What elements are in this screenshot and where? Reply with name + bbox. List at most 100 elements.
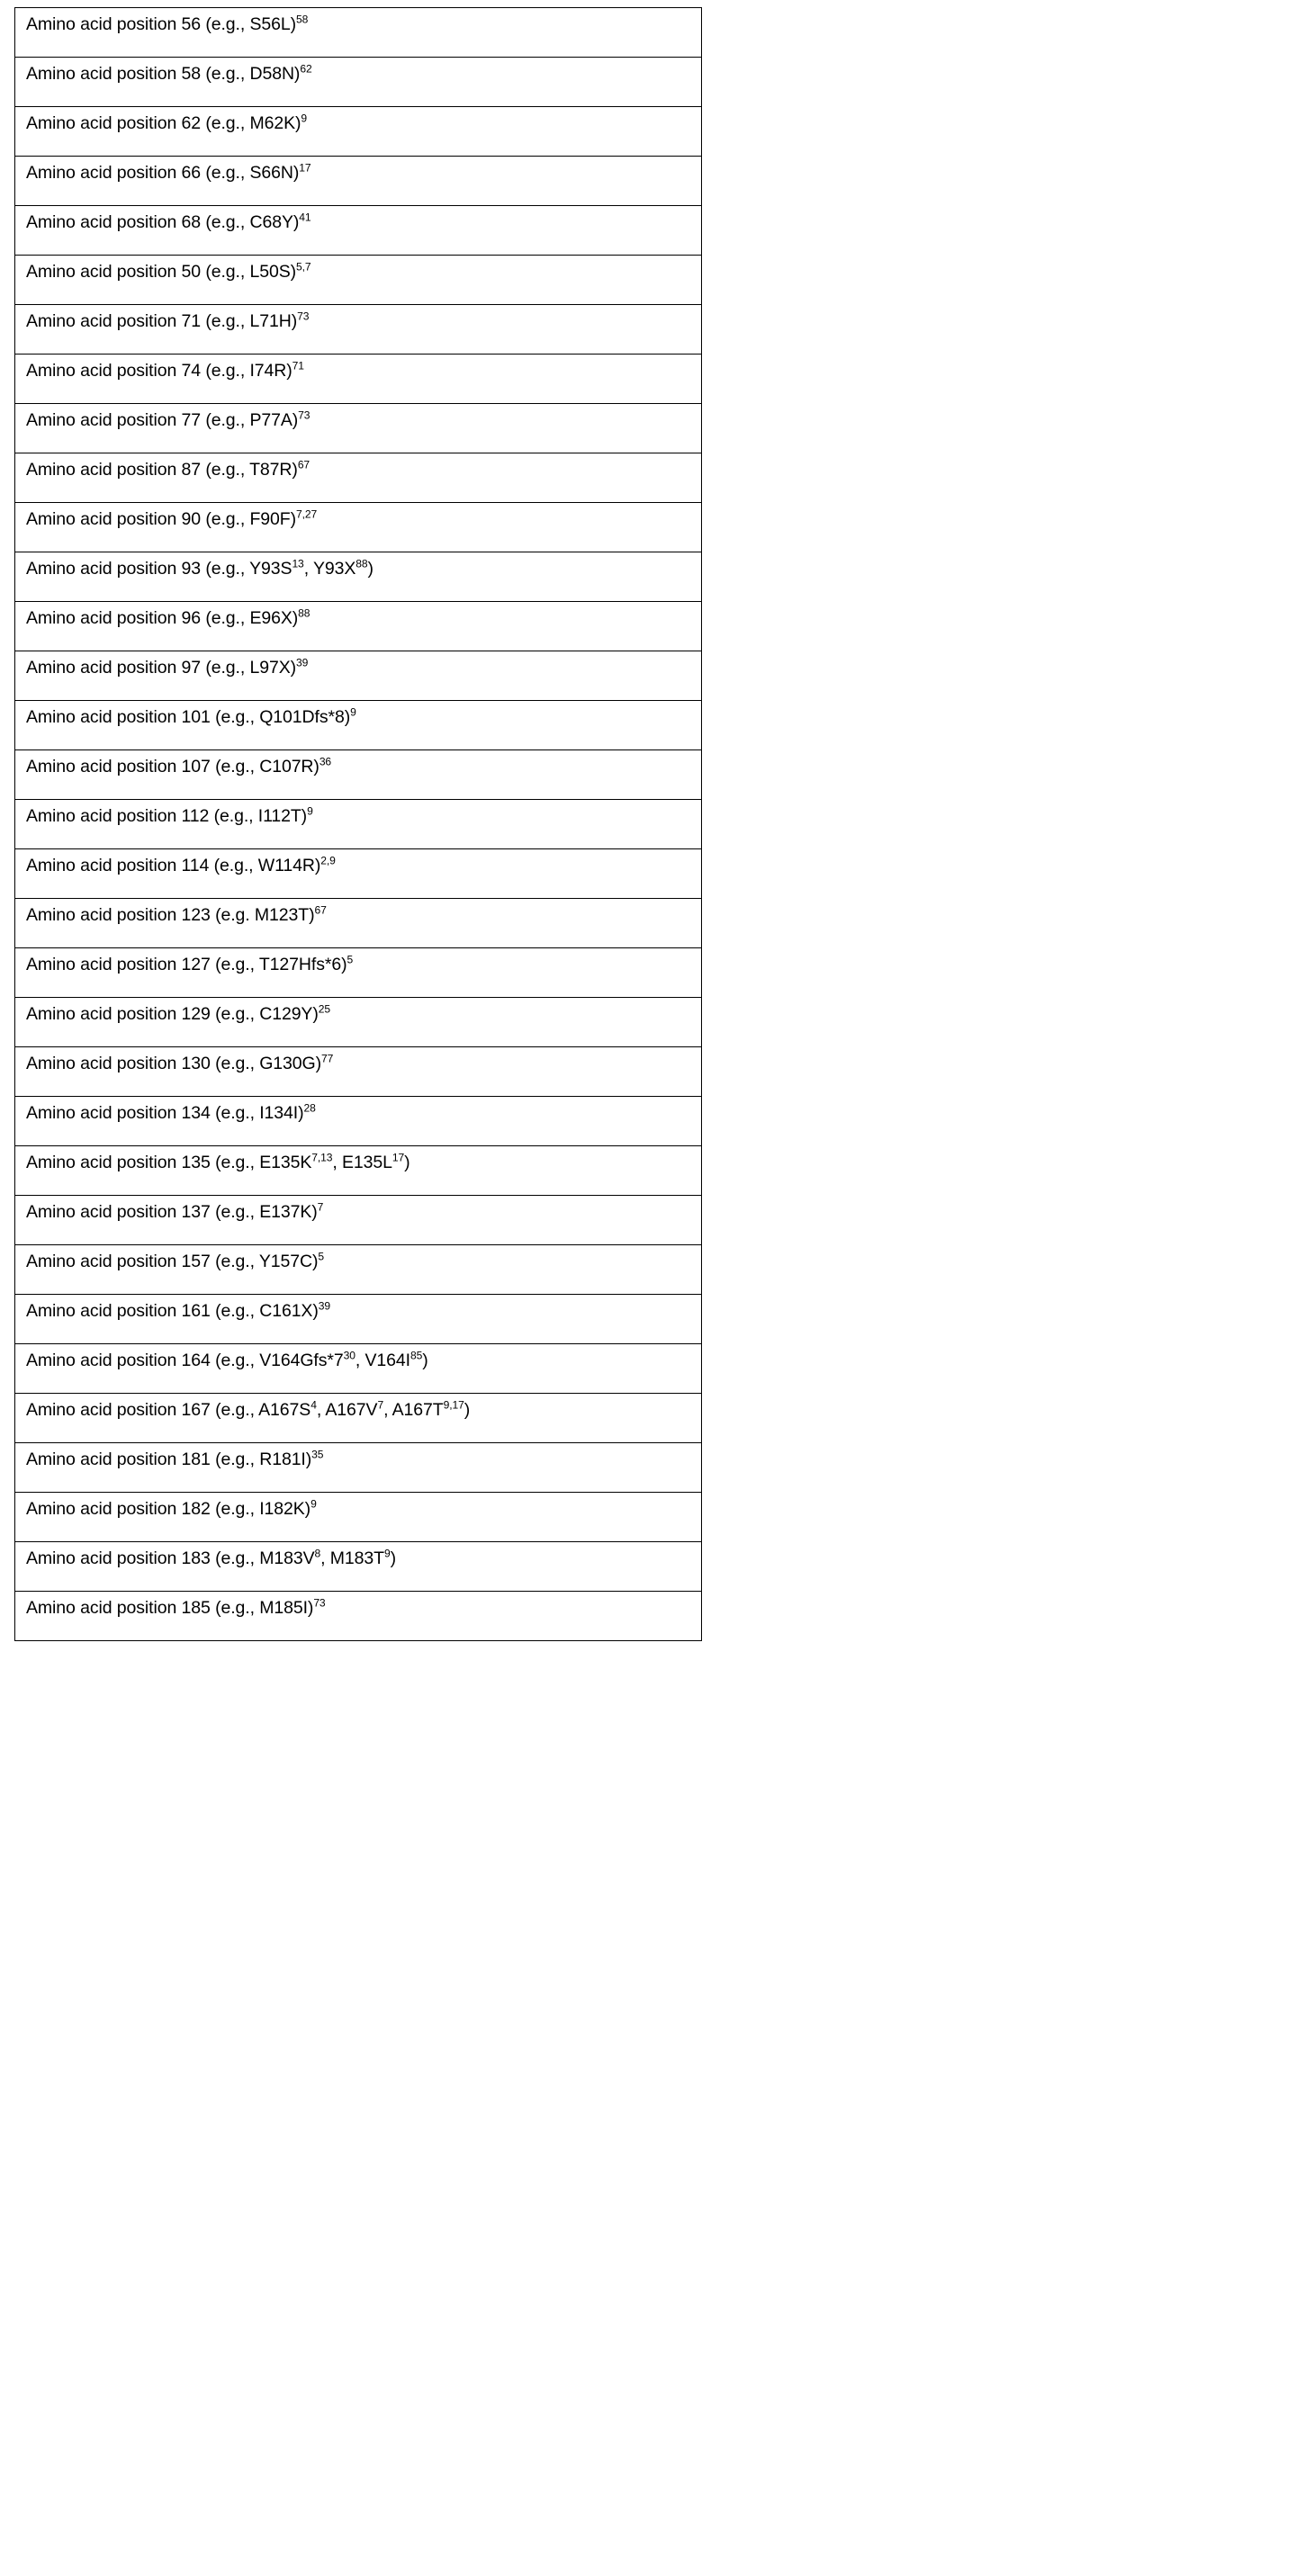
reference-superscript: 73: [297, 310, 310, 323]
reference-superscript: 9: [301, 112, 308, 125]
amino-acid-position-cell: Amino acid position 134 (e.g., I134I)28: [14, 1096, 702, 1146]
reference-superscript: 5: [346, 953, 354, 966]
amino-acid-position-cell: Amino acid position 68 (e.g., C68Y)41: [14, 205, 702, 256]
cell-text: Amino acid position 58 (e.g., D58N): [26, 64, 301, 84]
reference-superscript: 5: [318, 1250, 325, 1263]
cell-text: Amino acid position 164 (e.g., V164Gfs*7: [26, 1351, 344, 1370]
amino-acid-position-cell: Amino acid position 90 (e.g., F90F)7,27: [14, 502, 702, 552]
cell-text: Amino acid position 101 (e.g., Q101Dfs*8…: [26, 707, 351, 727]
table-row: Amino acid position 157 (e.g., Y157C)5: [14, 1244, 702, 1295]
cell-text: Amino acid position 90 (e.g., F90F): [26, 509, 296, 529]
reference-superscript: 2,9: [320, 854, 336, 867]
table-row: Amino acid position 135 (e.g., E135K7,13…: [14, 1145, 702, 1196]
table-row: Amino acid position 181 (e.g., R181I)35: [14, 1442, 702, 1493]
table-row: Amino acid position 101 (e.g., Q101Dfs*8…: [14, 700, 702, 750]
table-row: Amino acid position 164 (e.g., V164Gfs*7…: [14, 1343, 702, 1394]
reference-superscript: 17: [392, 1151, 405, 1164]
reference-superscript: 28: [303, 1101, 316, 1115]
amino-acid-position-cell: Amino acid position 71 (e.g., L71H)73: [14, 304, 702, 355]
amino-acid-position-cell: Amino acid position 56 (e.g., S56L)58: [14, 7, 702, 58]
cell-text: Amino acid position 137 (e.g., E137K): [26, 1202, 318, 1222]
table-row: Amino acid position 137 (e.g., E137K)7: [14, 1195, 702, 1245]
amino-acid-position-cell: Amino acid position 167 (e.g., A167S4 , A…: [14, 1393, 702, 1443]
table-row: Amino acid position 183 (e.g., M183V8, M…: [14, 1541, 702, 1592]
cell-text: Amino acid position 183 (e.g., M183V: [26, 1548, 315, 1568]
reference-superscript: 73: [313, 1596, 326, 1610]
reference-superscript: 88: [356, 557, 368, 570]
cell-text: Amino acid position 62 (e.g., M62K): [26, 113, 302, 133]
amino-acid-position-table: Amino acid position 56 (e.g., S56L)58 Ami…: [14, 7, 702, 1641]
amino-acid-position-cell: Amino acid position 97 (e.g., L97X)39: [14, 651, 702, 701]
amino-acid-position-cell: Amino acid position 130 (e.g., G130G)77: [14, 1046, 702, 1097]
cell-text: Amino acid position 157 (e.g., Y157C): [26, 1252, 319, 1271]
amino-acid-position-cell: Amino acid position 183 (e.g., M183V8, M…: [14, 1541, 702, 1592]
amino-acid-position-cell: Amino acid position 157 (e.g., Y157C)5: [14, 1244, 702, 1295]
table-row: Amino acid position 77 (e.g., P77A)73: [14, 403, 702, 453]
reference-superscript: 71: [292, 359, 304, 372]
reference-superscript: 9: [383, 1547, 391, 1560]
reference-superscript: 7,27: [295, 507, 318, 521]
cell-text: ): [404, 1153, 410, 1172]
reference-superscript: 41: [299, 211, 311, 224]
amino-acid-position-cell: Amino acid position 127 (e.g., T127Hfs*6…: [14, 947, 702, 998]
cell-text: Amino acid position 167 (e.g., A167S: [26, 1400, 311, 1420]
reference-superscript: 58: [296, 13, 309, 26]
reference-superscript: 88: [298, 606, 310, 620]
cell-text: Amino acid position 161 (e.g., C161X): [26, 1301, 319, 1321]
cell-text: Amino acid position 181 (e.g., R181I): [26, 1450, 312, 1469]
table-row: Amino acid position 97 (e.g., L97X)39: [14, 651, 702, 701]
amino-acid-position-cell: Amino acid position 77 (e.g., P77A)73: [14, 403, 702, 453]
table-row: Amino acid position 112 (e.g., I112T)9: [14, 799, 702, 849]
amino-acid-position-cell: Amino acid position 93 (e.g., Y93S13, Y9…: [14, 552, 702, 602]
amino-acid-position-cell: Amino acid position 114 (e.g., W114R)2,9: [14, 848, 702, 899]
table-row: Amino acid position 96 (e.g., E96X)88: [14, 601, 702, 651]
reference-superscript: 62: [300, 62, 312, 76]
table-row: Amino acid position 134 (e.g., I134I)28: [14, 1096, 702, 1146]
table-row: Amino acid position 127 (e.g., T127Hfs*6…: [14, 947, 702, 998]
cell-text: ): [367, 559, 374, 579]
table-row: Amino acid position 90 (e.g., F90F)7,27: [14, 502, 702, 552]
cell-text: Amino acid position 182 (e.g., I182K): [26, 1499, 311, 1519]
cell-text: Amino acid position 185 (e.g., M185I): [26, 1598, 314, 1618]
table-row: Amino acid position 130 (e.g., G130G)77: [14, 1046, 702, 1097]
cell-text: Amino acid position 123 (e.g. M123T): [26, 905, 315, 925]
table-row: Amino acid position 87 (e.g., T87R)67: [14, 453, 702, 503]
reference-superscript: 13: [292, 557, 304, 570]
cell-text: Amino acid position 56 (e.g., S56L): [26, 14, 297, 34]
table-row: Amino acid position 50 (e.g., L50S)5,7: [14, 255, 702, 305]
amino-acid-position-cell: Amino acid position 112 (e.g., I112T)9: [14, 799, 702, 849]
cell-text: , Y93X: [303, 559, 356, 579]
reference-superscript: 9: [350, 705, 356, 719]
amino-acid-position-cell: Amino acid position 87 (e.g., T87R)67: [14, 453, 702, 503]
cell-text: , A167T: [383, 1400, 444, 1420]
cell-text: Amino acid position 66 (e.g., S66N): [26, 163, 300, 183]
cell-text: Amino acid position 87 (e.g., T87R): [26, 460, 298, 480]
cell-text: Amino acid position 74 (e.g., I74R): [26, 361, 292, 381]
amino-acid-position-cell: Amino acid position 135 (e.g., E135K7,13…: [14, 1145, 702, 1196]
table-row: Amino acid position 114 (e.g., W114R)2,9: [14, 848, 702, 899]
amino-acid-position-cell: Amino acid position 58 (e.g., D58N)62: [14, 57, 702, 107]
reference-superscript: 30: [343, 1349, 356, 1362]
reference-superscript: 67: [297, 458, 310, 471]
amino-acid-position-cell: Amino acid position 129 (e.g., C129Y)25: [14, 997, 702, 1047]
amino-acid-position-cell: Amino acid position 164 (e.g., V164Gfs*7…: [14, 1343, 702, 1394]
table-row: Amino acid position 167 (e.g., A167S4 , A…: [14, 1393, 702, 1443]
table-row: Amino acid position 185 (e.g., M185I)73: [14, 1591, 702, 1641]
reference-superscript: 7,13: [311, 1151, 333, 1164]
cell-text: Amino acid position 93 (e.g., Y93S: [26, 559, 292, 579]
reference-superscript: 39: [296, 656, 309, 669]
reference-superscript: 73: [298, 408, 310, 422]
cell-text: Amino acid position 50 (e.g., L50S): [26, 262, 297, 282]
reference-superscript: 35: [311, 1448, 324, 1461]
table-row: Amino acid position 66 (e.g., S66N)17: [14, 156, 702, 206]
reference-superscript: 25: [318, 1002, 330, 1016]
reference-superscript: 9: [310, 1497, 317, 1511]
amino-acid-position-cell: Amino acid position 66 (e.g., S66N)17: [14, 156, 702, 206]
table-row: Amino acid position 161 (e.g., C161X)39: [14, 1294, 702, 1344]
cell-text: ): [422, 1351, 428, 1370]
reference-superscript: 4: [310, 1398, 317, 1412]
reference-superscript: 7: [377, 1398, 384, 1412]
cell-text: Amino acid position 96 (e.g., E96X): [26, 608, 299, 628]
amino-acid-position-cell: Amino acid position 96 (e.g., E96X)88: [14, 601, 702, 651]
cell-text: , E135L: [332, 1153, 392, 1172]
